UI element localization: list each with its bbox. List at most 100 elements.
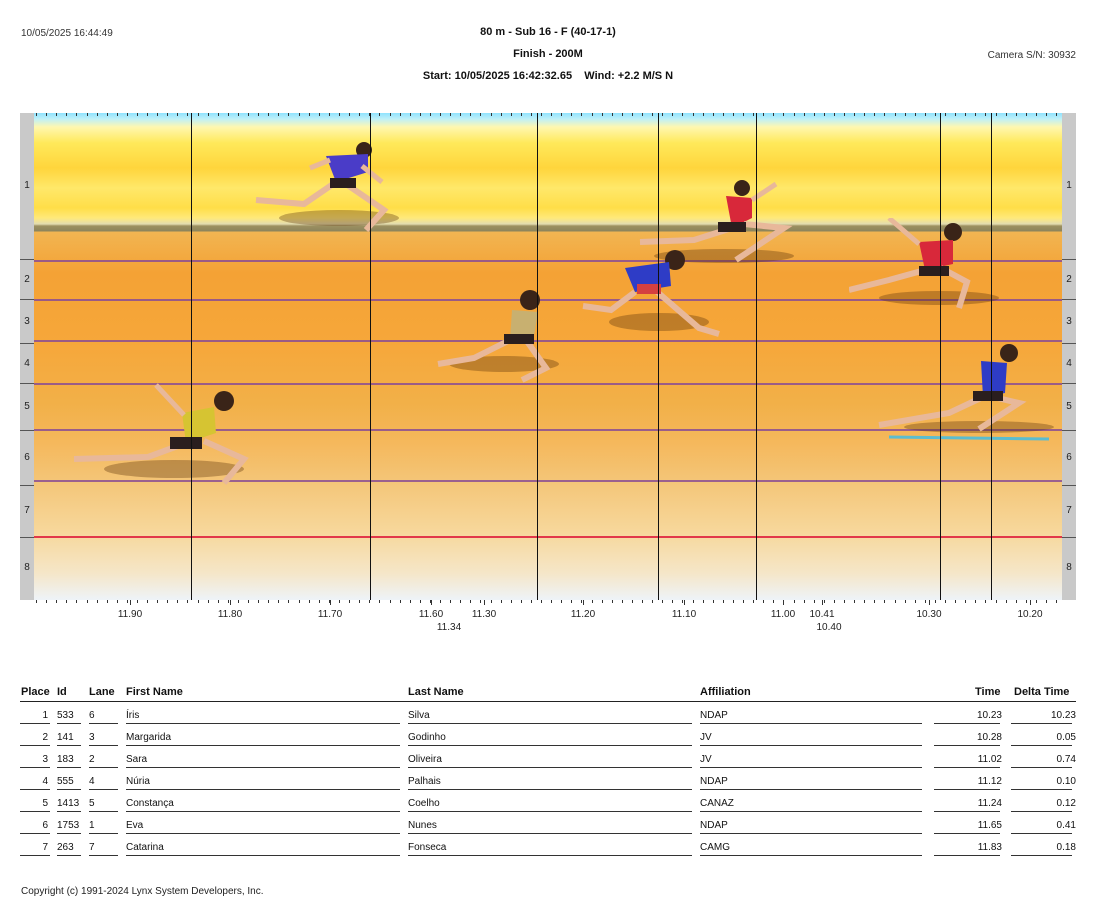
ruler-tick <box>541 600 542 603</box>
ruler-tick <box>743 113 744 116</box>
cell-aff: NDAP <box>700 820 728 831</box>
ruler-tick <box>642 600 643 603</box>
ruler-tick-major <box>1030 600 1031 605</box>
timing-line[interactable] <box>658 113 659 600</box>
timing-line[interactable] <box>537 113 538 600</box>
ruler-tick <box>278 113 279 116</box>
ruler-tick <box>783 113 784 116</box>
col-place: Place <box>21 686 50 698</box>
ruler-tick <box>420 113 421 116</box>
ruler-tick <box>268 600 269 603</box>
cell-lane: 5 <box>89 798 95 809</box>
cell-first: Margarida <box>126 732 172 743</box>
photo-finish-image[interactable]: 1 1 2 2 3 3 4 4 5 5 6 6 7 7 8 8 <box>20 113 1076 600</box>
ruler-tick <box>965 113 966 116</box>
ruler-tick <box>864 113 865 116</box>
ruler-label: 11.10 <box>671 609 697 620</box>
header-rule <box>20 701 1076 702</box>
ruler-tick <box>854 113 855 116</box>
cell-id: 533 <box>57 710 74 721</box>
cell-aff: NDAP <box>700 776 728 787</box>
ruler-tick <box>480 600 481 603</box>
ruler-tick <box>662 113 663 116</box>
ruler-tick <box>1036 600 1037 603</box>
ruler-tick <box>430 113 431 116</box>
ruler-tick <box>834 600 835 603</box>
cell-time: 10.23 <box>976 710 1002 721</box>
timing-line[interactable] <box>991 113 992 600</box>
ruler-tick <box>1006 113 1007 116</box>
ruler-tick <box>36 113 37 116</box>
cell-time: 11.24 <box>977 798 1002 809</box>
ruler-tick <box>470 600 471 603</box>
runner-lane-6[interactable] <box>64 383 254 493</box>
photo-strip[interactable] <box>34 113 1062 600</box>
row-rule <box>89 745 118 746</box>
cell-place: 7 <box>42 842 48 853</box>
row-rule <box>408 745 692 746</box>
lane-label-right: 2 <box>1066 274 1072 285</box>
lane-divider <box>20 430 34 431</box>
cell-delta: 0.74 <box>1056 754 1076 765</box>
cell-time: 11.02 <box>977 754 1002 765</box>
cell-id: 141 <box>57 732 74 743</box>
row-rule <box>126 855 400 856</box>
ruler-tick <box>713 113 714 116</box>
row-rule <box>408 855 692 856</box>
ruler-tick <box>713 600 714 603</box>
ruler-tick <box>571 113 572 116</box>
ruler-tick <box>400 600 401 603</box>
row-rule <box>408 723 692 724</box>
ruler-tick-major <box>130 600 131 605</box>
row-rule <box>408 811 692 812</box>
cell-first: Constança <box>126 798 174 809</box>
col-affiliation: Affiliation <box>700 686 751 698</box>
ruler-tick <box>288 113 289 116</box>
ruler-tick <box>1026 600 1027 603</box>
ruler-tick <box>571 600 572 603</box>
timing-line[interactable] <box>756 113 757 600</box>
runner-lane-1[interactable] <box>244 138 404 238</box>
runner-lane-2b[interactable] <box>849 218 1029 318</box>
ruler-tick <box>824 113 825 116</box>
cell-first: Catarina <box>126 842 164 853</box>
ruler-tick <box>672 600 673 603</box>
ruler-tick <box>622 113 623 116</box>
row-rule <box>700 767 922 768</box>
ruler-tick <box>369 600 370 603</box>
ruler-tick <box>773 113 774 116</box>
ruler-tick <box>349 600 350 603</box>
ruler-tick <box>238 600 239 603</box>
lane-label-left: 2 <box>24 274 30 285</box>
ruler-tick <box>440 113 441 116</box>
ruler-label: 11.60 <box>418 609 444 620</box>
ruler-label: 11.80 <box>217 609 243 620</box>
ruler-tick <box>268 113 269 116</box>
row-rule <box>57 811 81 812</box>
cell-aff: NDAP <box>700 710 728 721</box>
ruler-tick <box>1046 600 1047 603</box>
ruler-tick <box>349 113 350 116</box>
row-rule <box>57 723 81 724</box>
runner-lane-5[interactable] <box>869 343 1062 453</box>
runner-lane-4[interactable] <box>434 288 574 388</box>
ruler-tick <box>127 113 128 116</box>
ruler-tick <box>127 600 128 603</box>
ruler-tick <box>390 113 391 116</box>
timing-line[interactable] <box>370 113 371 600</box>
runner-lane-3[interactable] <box>579 248 729 348</box>
cell-id: 263 <box>57 842 74 853</box>
cell-time: 11.83 <box>977 842 1002 853</box>
ruler-tick <box>804 600 805 603</box>
lane-label-right: 3 <box>1066 316 1072 327</box>
ruler-tick <box>996 113 997 116</box>
row-rule <box>89 811 118 812</box>
ruler-tick <box>915 600 916 603</box>
row-rule <box>1011 855 1072 856</box>
lane-divider <box>20 485 34 486</box>
timing-line[interactable] <box>191 113 192 600</box>
ruler-tick <box>258 600 259 603</box>
time-ruler: 11.90 11.80 11.70 11.60 11.30 11.20 11.10 11.00… <box>34 600 1062 640</box>
ruler-tick <box>117 600 118 603</box>
timing-line[interactable] <box>940 113 941 600</box>
